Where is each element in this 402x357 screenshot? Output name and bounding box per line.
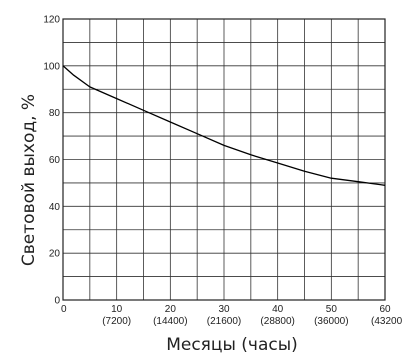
- x-tick-label: 50: [326, 304, 338, 315]
- x-tick-label: 0: [61, 304, 67, 315]
- x-axis-title: Месяцы (часы): [166, 335, 298, 355]
- x-tick-sublabel: (14400): [153, 316, 187, 327]
- y-tick-label: 20: [49, 249, 61, 260]
- y-tick-label: 120: [43, 15, 60, 26]
- y-tick-label: 80: [49, 108, 61, 119]
- y-tick-label: 60: [49, 155, 61, 166]
- x-tick-labels: 0 10(7200) 20(14400) 30(21600) 40(28800) 50(3…: [61, 304, 402, 327]
- plot-frame: [62, 18, 386, 301]
- x-tick-label: 20: [165, 304, 177, 315]
- x-tick-sublabel: (36000): [314, 316, 348, 327]
- y-tick-labels: 0 20 40 60 80 100 120: [43, 15, 60, 307]
- horizontal-gridlines: [63, 42, 385, 277]
- x-tick-sublabel: (7200): [102, 316, 131, 327]
- x-tick-label: 10: [111, 304, 123, 315]
- x-tick-sublabel: (43200): [371, 316, 402, 327]
- x-tick-label: 40: [272, 304, 284, 315]
- x-tick-sublabel: (28800): [260, 316, 294, 327]
- y-tick-label: 40: [49, 202, 61, 213]
- y-axis-title: Световой выход, %: [19, 94, 39, 266]
- y-tick-label: 100: [43, 61, 60, 72]
- x-tick-sublabel: (21600): [207, 316, 241, 327]
- x-tick-label: 60: [379, 304, 391, 315]
- series-line: [62, 65, 386, 186]
- y-tick-label: 0: [54, 296, 60, 307]
- series-group: [62, 65, 386, 186]
- x-tick-label: 30: [218, 304, 230, 315]
- plot-border: [62, 18, 386, 301]
